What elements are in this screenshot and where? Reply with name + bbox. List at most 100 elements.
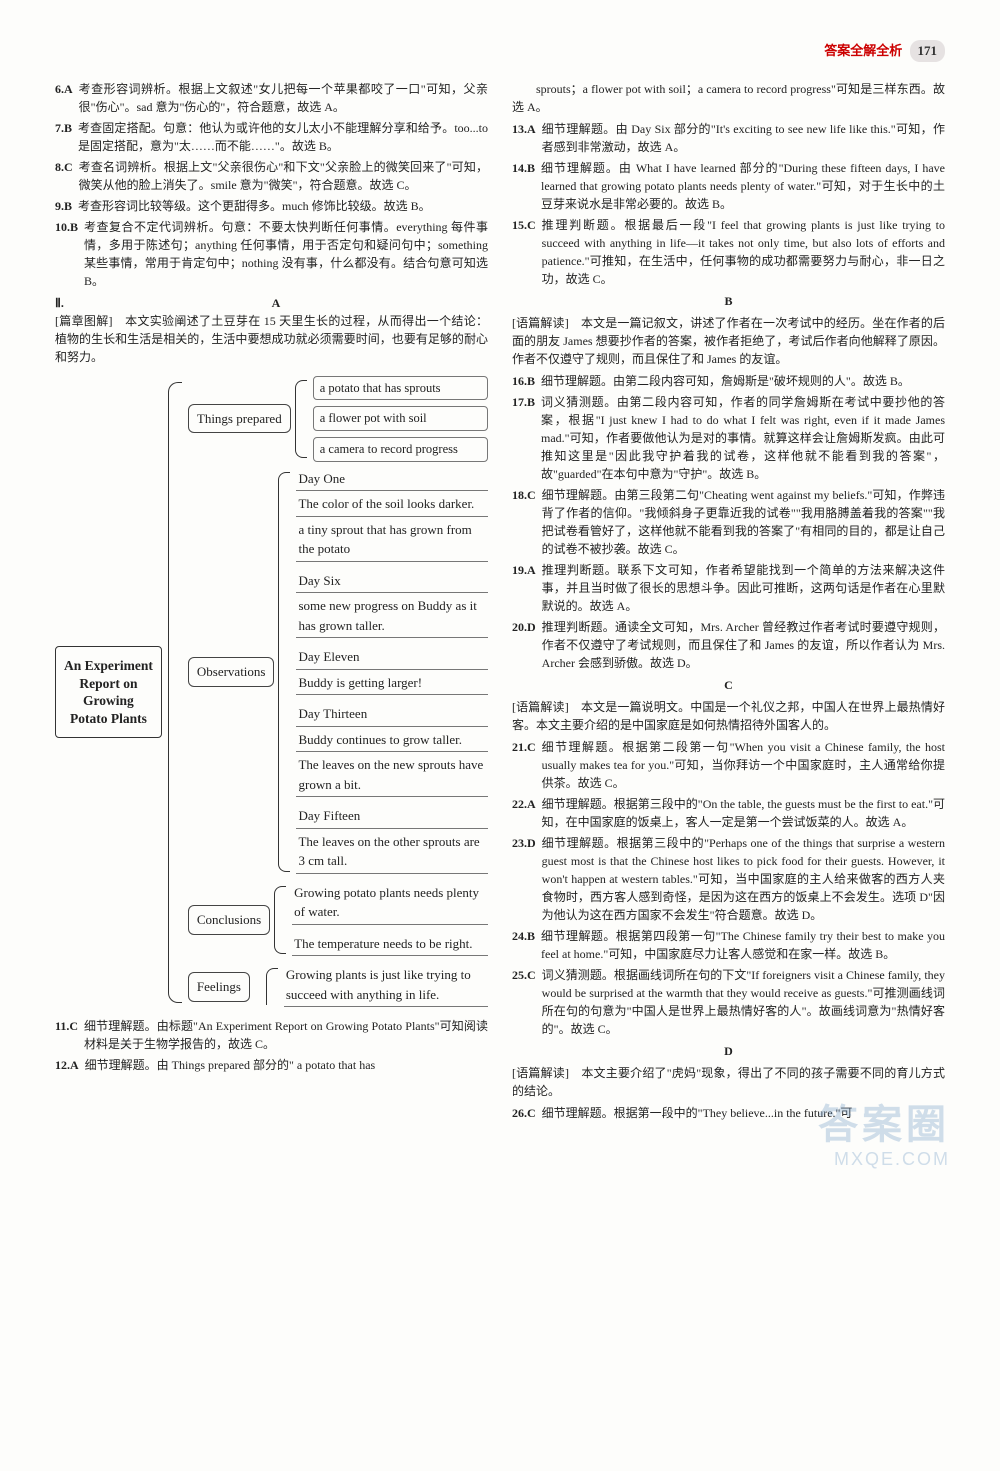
answer-item: 17.B 词义猜测题。由第二段内容可知，作者的同学詹姆斯在考试中要抄他的答案，根据… xyxy=(512,393,945,483)
answer-number: 8.C xyxy=(55,158,73,194)
passage-intro: [篇章图解] 本文实验阐述了土豆芽在 15 天里生长的过程，从而得出一个结论：植… xyxy=(55,312,488,366)
answer-text: 细节理解题。由 Things prepared 部分的" a potato th… xyxy=(85,1056,488,1074)
answer-number: 17.B xyxy=(512,393,535,483)
answer-item: 18.C细节理解题。由第三段第二句"Cheating went against … xyxy=(512,486,945,558)
answer-number: 11.C xyxy=(55,1017,78,1053)
passage-label: B xyxy=(512,292,945,310)
answer-item: 11.C 细节理解题。由标题"An Experiment Report on Gr… xyxy=(55,1017,488,1053)
answer-number: 9.B xyxy=(55,197,72,215)
answer-number: 7.B xyxy=(55,119,72,155)
answer-text: 细节理解题。由第三段第二句"Cheating went against my b… xyxy=(542,486,945,558)
tree-root: An ExperimentReport onGrowingPotato Plan… xyxy=(55,646,162,738)
answer-text: 推理判断题。联系下文可知，作者希望能找到一个简单的方法来解决这件事，并且当时做了… xyxy=(542,561,945,615)
obs-day: Day One The color of the soil looks dark… xyxy=(296,468,488,564)
answer-text: 细节理解题。根据第二段第一句"When you visit a Chinese … xyxy=(542,738,945,792)
answer-number: 16.B xyxy=(512,372,535,390)
answer-item: 9.B 考查形容词比较等级。这个更甜得多。much 修饰比较级。故选 B。 xyxy=(55,197,488,215)
answer-text: 细节理解题。由标题"An Experiment Report on Growin… xyxy=(84,1017,488,1053)
obs-day: Day Thirteen Buddy continues to grow tal… xyxy=(296,703,488,799)
answer-text: 词义猜测题。根据画线词所在句的下文"If foreigners visit a … xyxy=(542,966,945,1038)
answer-item: 25.C词义猜测题。根据画线词所在句的下文"If foreigners visi… xyxy=(512,966,945,1038)
answer-text: 考查形容词辨析。根据上文叙述"女儿把每一个苹果都咬了一口"可知，父亲很"伤心"。… xyxy=(79,80,488,116)
obs-day: Day Six some new progress on Buddy as it… xyxy=(296,570,488,641)
section-label: Ⅱ. xyxy=(55,294,64,312)
answer-text: 考查形容词比较等级。这个更甜得多。much 修饰比较级。故选 B。 xyxy=(78,197,488,215)
tree-branch: Conclusions Growing potato plants needs … xyxy=(188,882,488,959)
branch-label: Conclusions xyxy=(188,905,270,935)
tree-leaf: a camera to record progress xyxy=(313,437,488,462)
answer-item: 19.A推理判断题。联系下文可知，作者希望能找到一个简单的方法来解决这件事，并且… xyxy=(512,561,945,615)
tree-leaf: a potato that has sprouts xyxy=(313,376,488,401)
tree-branch: Observations Day One The color of the so… xyxy=(188,468,488,876)
obs-text: Buddy is getting larger! xyxy=(296,672,488,696)
tree-leaf: Growing plants is just like trying to su… xyxy=(284,964,488,1007)
obs-text: Buddy continues to grow taller. xyxy=(296,729,488,753)
answer-number: 26.C xyxy=(512,1104,536,1122)
answer-text: 考查复合不定代词辨析。句意：不要太快判断任何事情。everything 每件事情… xyxy=(84,218,488,290)
obs-text: The color of the soil looks darker. xyxy=(296,493,488,517)
passage-intro: [语篇解读] 本文是一篇说明文。中国是一个礼仪之邦，中国人在世界上最热情好客。本… xyxy=(512,698,945,734)
passage-label: A xyxy=(64,294,488,312)
tree-leaf: Growing potato plants needs plenty of wa… xyxy=(292,882,488,925)
answer-item: 26.C 细节理解题。根据第一段中的"They believe...in the … xyxy=(512,1104,945,1122)
obs-text: The leaves on the new sprouts have grown… xyxy=(296,754,488,797)
continuation-text: sprouts；a flower pot with soil；a camera … xyxy=(512,80,945,116)
answer-number: 23.D xyxy=(512,834,536,924)
answer-number: 24.B xyxy=(512,927,535,963)
passage-label: C xyxy=(512,676,945,694)
answer-number: 12.A xyxy=(55,1056,79,1074)
day-heading: Day Eleven xyxy=(296,646,488,670)
answer-number: 19.A xyxy=(512,561,536,615)
answer-item: 20.D推理判断题。通读全文可知，Mrs. Archer 曾经教过作者考试时要遵… xyxy=(512,618,945,672)
obs-day: Day Eleven Buddy is getting larger! xyxy=(296,646,488,697)
answer-text: 细节理解题。由 Day Six 部分的"It's exciting to see… xyxy=(542,120,945,156)
answer-text: 推理判断题。通读全文可知，Mrs. Archer 曾经教过作者考试时要遵守规则，… xyxy=(542,618,945,672)
answer-item: 21.C细节理解题。根据第二段第一句"When you visit a Chin… xyxy=(512,738,945,792)
watermark-url: MXQE.COM xyxy=(834,1146,950,1173)
answer-text: 词义猜测题。由第二段内容可知，作者的同学詹姆斯在考试中要抄他的答案，根据"I j… xyxy=(541,393,945,483)
answer-item: 16.B细节理解题。由第二段内容可知，詹姆斯是"破坏规则的人"。故选 B。 xyxy=(512,372,945,390)
answer-item: 6.A 考查形容词辨析。根据上文叙述"女儿把每一个苹果都咬了一口"可知，父亲很"伤… xyxy=(55,80,488,116)
answer-number: 18.C xyxy=(512,486,536,558)
passage-label: D xyxy=(512,1042,945,1060)
answer-item: 22.A细节理解题。根据第三段中的"On the table, the gues… xyxy=(512,795,945,831)
answer-number: 6.A xyxy=(55,80,73,116)
answer-item: 12.A 细节理解题。由 Things prepared 部分的" a potat… xyxy=(55,1056,488,1074)
answer-text: 细节理解题。根据第四段第一句"The Chinese family try th… xyxy=(541,927,945,963)
answer-text: 细节理解题。根据第一段中的"They believe...in the futu… xyxy=(542,1104,945,1122)
answer-number: 13.A xyxy=(512,120,536,156)
answer-item: 24.B 细节理解题。根据第四段第一句"The Chinese family tr… xyxy=(512,927,945,963)
day-heading: Day One xyxy=(296,468,488,492)
answer-item: 13.A细节理解题。由 Day Six 部分的"It's exciting to… xyxy=(512,120,945,156)
left-column: 6.A 考查形容词辨析。根据上文叙述"女儿把每一个苹果都咬了一口"可知，父亲很"伤… xyxy=(55,80,488,1125)
branch-label: Things prepared xyxy=(188,404,291,434)
answer-number: 22.A xyxy=(512,795,536,831)
answer-text: 细节理解题。根据第三段中的"On the table, the guests m… xyxy=(542,795,945,831)
answer-item: 15.C推理判断题。根据最后一段"I feel that growing pla… xyxy=(512,216,945,288)
answer-item: 23.D细节理解题。根据第三段中的"Perhaps one of the thi… xyxy=(512,834,945,924)
answer-text: 考查固定搭配。句意：他认为或许他的女儿太小不能理解分享和给予。too...to … xyxy=(78,119,488,155)
day-heading: Day Six xyxy=(296,570,488,594)
answer-text: 细节理解题。由 What I have learned 部分的"During t… xyxy=(541,159,945,213)
answer-item: 10.B 考查复合不定代词辨析。句意：不要太快判断任何事情。everything … xyxy=(55,218,488,290)
obs-text: The leaves on the other sprouts are 3 cm… xyxy=(296,831,488,874)
tree-branch: Feelings Growing plants is just like try… xyxy=(188,964,488,1009)
day-heading: Day Fifteen xyxy=(296,805,488,829)
passage-intro: [语篇解读] 本文主要介绍了"虎妈"现象，得出了不同的孩子需要不同的育儿方式的结… xyxy=(512,1064,945,1100)
day-heading: Day Thirteen xyxy=(296,703,488,727)
header-title: 答案全解全析 xyxy=(824,43,902,58)
answer-number: 14.B xyxy=(512,159,535,213)
tree-branch: Things prepared a potato that has sprout… xyxy=(188,376,488,462)
page-header: 答案全解全析 171 xyxy=(55,40,945,62)
answer-item: 8.C 考查名词辨析。根据上文"父亲很伤心"和下文"父亲脸上的微笑回来了"可知，微… xyxy=(55,158,488,194)
answer-item: 14.B 细节理解题。由 What I have learned 部分的"Duri… xyxy=(512,159,945,213)
answer-text: 推理判断题。根据最后一段"I feel that growing plants … xyxy=(542,216,945,288)
obs-text: a tiny sprout that has grown from the po… xyxy=(296,519,488,562)
answer-number: 21.C xyxy=(512,738,536,792)
concept-tree: An ExperimentReport onGrowingPotato Plan… xyxy=(55,376,488,1010)
branch-label: Observations xyxy=(188,657,275,687)
obs-day: Day Fifteen The leaves on the other spro… xyxy=(296,805,488,876)
answer-number: 10.B xyxy=(55,218,78,290)
answer-text: 考查名词辨析。根据上文"父亲很伤心"和下文"父亲脸上的微笑回来了"可知，微笑从他… xyxy=(79,158,488,194)
two-column-layout: 6.A 考查形容词辨析。根据上文叙述"女儿把每一个苹果都咬了一口"可知，父亲很"伤… xyxy=(55,80,945,1125)
